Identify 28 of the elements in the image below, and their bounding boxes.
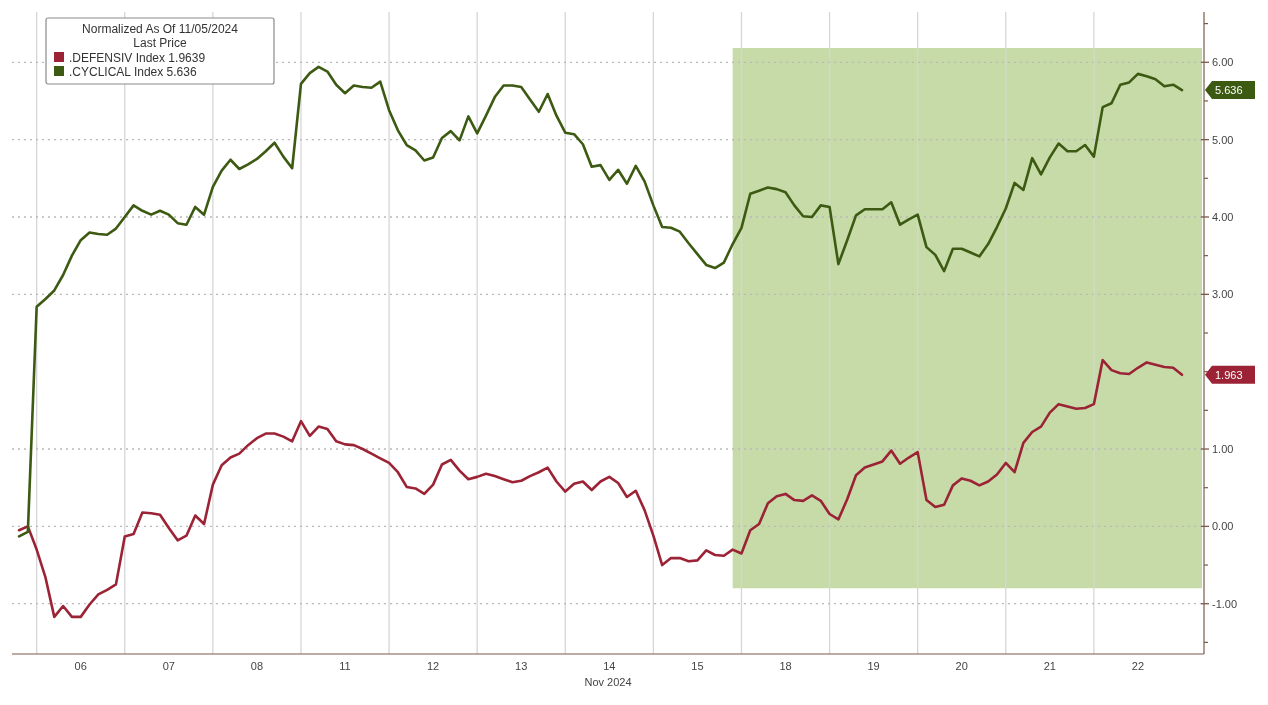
line-series (17, 358, 1184, 619)
x-tick-label: 13 (515, 660, 528, 672)
y-tick-label: 4.00 (1212, 210, 1234, 223)
x-tick-label: 18 (779, 660, 792, 672)
legend-label: .DEFENSIV Index 1.9639 (69, 50, 206, 65)
x-tick-label: 15 (691, 660, 704, 672)
y-tick-label: 5.00 (1212, 133, 1234, 146)
x-tick-label: 21 (1043, 660, 1056, 672)
x-axis-title: Nov 2024 (584, 676, 632, 688)
x-tick-label: 14 (603, 660, 616, 672)
x-tick-label: 19 (867, 660, 880, 672)
x-tick-label: 07 (162, 660, 175, 672)
y-tick-label: 1.00 (1212, 443, 1234, 456)
x-tick-label: 22 (1131, 660, 1145, 672)
x-tick-label: 06 (74, 660, 87, 672)
text: 1.963 (1215, 368, 1243, 381)
legend-label: .CYCLICAL Index 5.636 (69, 64, 197, 79)
y-tick-label: 3.00 (1212, 288, 1234, 301)
y-tick-label: -1.00 (1212, 597, 1238, 610)
x-tick-label: 12 (427, 660, 440, 672)
x-tick-label: 20 (955, 660, 968, 672)
y-tick-label: 6.00 (1212, 56, 1234, 69)
y-tick-label: 0.00 (1212, 520, 1234, 533)
x-tick-label: 08 (250, 660, 264, 672)
legend-title: Normalized As Of 11/05/2024 Last Price (82, 22, 239, 50)
text: 5.636 (1215, 84, 1243, 97)
x-tick-label: 11 (339, 660, 351, 672)
line-series (17, 65, 1184, 538)
